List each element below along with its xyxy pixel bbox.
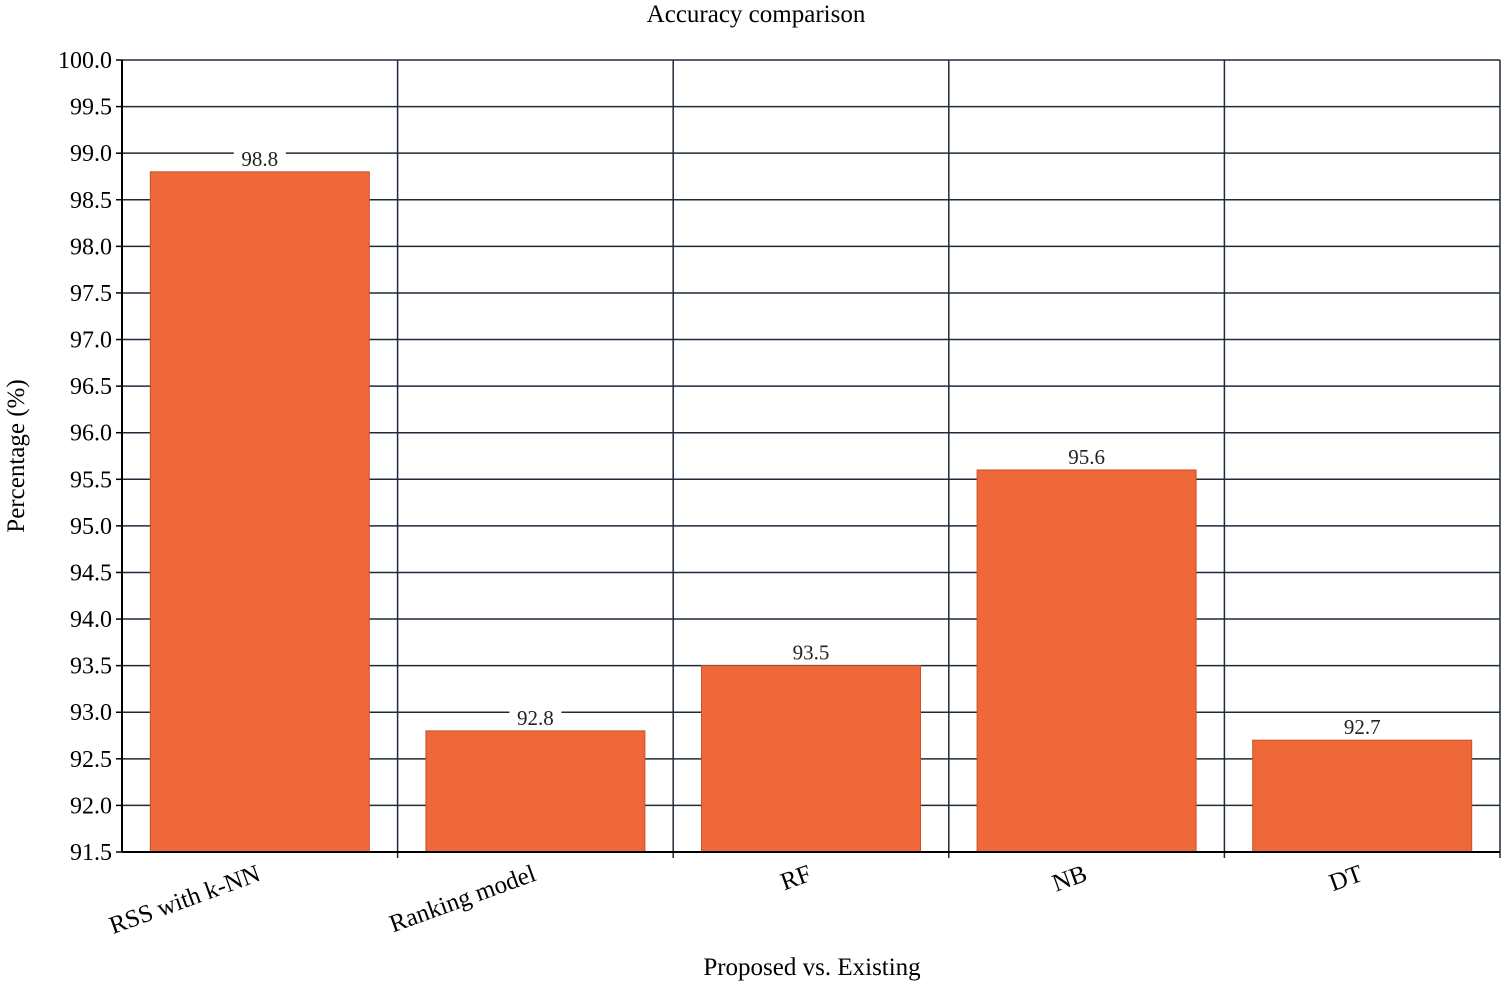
data-label-bg: [1336, 716, 1389, 739]
x-tick-label: Ranking model: [386, 860, 539, 938]
y-tick-label: 97.0: [70, 328, 112, 354]
y-tick-label: 92.5: [70, 747, 112, 773]
x-tick-label: NB: [1049, 860, 1091, 897]
bar: [425, 730, 646, 853]
y-tick-label: 99.5: [70, 95, 112, 121]
data-label: 98.8: [241, 147, 278, 171]
data-label: 92.8: [517, 706, 554, 730]
data-label-bg: [785, 641, 837, 664]
x-tick-label: DT: [1326, 860, 1367, 897]
data-label: 95.6: [1068, 445, 1105, 469]
y-tick-label: 99.0: [70, 141, 112, 167]
y-tick-label: 94.5: [70, 560, 112, 586]
x-tick-label: RF: [777, 860, 815, 896]
y-tick-label: 98.0: [70, 234, 112, 260]
y-tick-label: 96.5: [70, 374, 112, 400]
y-tick-label: 91.5: [70, 840, 112, 866]
y-tick-label: 93.5: [70, 654, 112, 680]
y-tick-label: 94.0: [70, 607, 112, 633]
y-axis-label: Percentage (%): [3, 379, 30, 532]
x-axis-label: Proposed vs. Existing: [703, 954, 921, 981]
y-tick-label: 95.5: [70, 467, 112, 493]
chart-title: Accuracy comparison: [647, 1, 866, 28]
y-tick-label: 100.0: [58, 48, 112, 74]
data-label-bg: [233, 147, 286, 170]
data-label-bg: [1060, 445, 1113, 468]
x-tick-label: RSS with k-NN: [106, 860, 264, 940]
y-tick-label: 93.0: [70, 700, 112, 726]
y-tick-label: 92.0: [70, 793, 112, 819]
bar: [1252, 739, 1473, 853]
data-label-bg: [509, 706, 562, 729]
y-tick-label: 97.5: [70, 281, 112, 307]
bar: [701, 665, 921, 853]
data-label: 93.5: [793, 641, 830, 665]
bar: [149, 171, 370, 853]
data-label: 92.7: [1344, 715, 1381, 739]
y-tick-label: 95.0: [70, 514, 112, 540]
y-tick-label: 98.5: [70, 188, 112, 214]
y-tick-label: 96.0: [70, 421, 112, 447]
bar: [976, 469, 1197, 853]
